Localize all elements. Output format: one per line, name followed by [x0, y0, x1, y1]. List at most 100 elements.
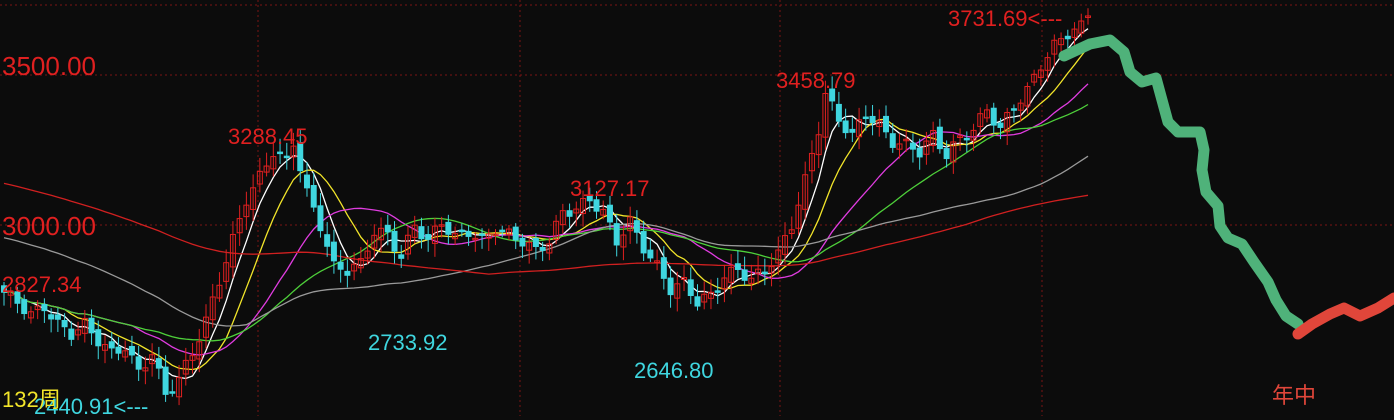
candle-body-98	[660, 257, 667, 279]
candle-body-141	[950, 141, 957, 163]
candle-body-149	[1004, 111, 1011, 133]
candle-body-38	[256, 170, 263, 185]
candle-body-110	[741, 269, 748, 281]
candle-body-17	[115, 346, 122, 354]
y-tick-label-3000: 3000.00	[2, 211, 96, 241]
candle-body-47	[317, 205, 324, 232]
candle-body-100	[674, 283, 681, 299]
candle-body-35	[236, 218, 243, 234]
candle-body-5	[34, 305, 41, 311]
candle-body-88	[593, 199, 600, 212]
candle-body-87	[586, 195, 593, 202]
candle-body-136	[916, 147, 923, 158]
candle-body-20	[135, 356, 142, 370]
candle-body-156	[1051, 39, 1058, 55]
candle-body-125	[842, 120, 849, 134]
low-label-2646: 2646.80	[634, 358, 714, 383]
candle-body-143	[963, 137, 970, 141]
candle-body-158	[1064, 35, 1071, 40]
candle-body-52	[351, 263, 358, 272]
candle-body-4	[27, 311, 34, 319]
candle-body-78	[526, 241, 533, 251]
candle-body-32	[216, 284, 223, 299]
candle-body-57	[384, 224, 391, 233]
candle-body-159	[1071, 28, 1078, 38]
candle-body-2	[14, 291, 21, 304]
candle-body-133	[896, 143, 903, 150]
candle-body-94	[633, 220, 640, 233]
candle-body-71	[479, 233, 486, 236]
candle-body-58	[391, 230, 398, 252]
candle-body-95	[640, 231, 647, 254]
candle-body-101	[681, 276, 688, 280]
candle-body-19	[128, 345, 135, 356]
candle-body-138	[930, 129, 937, 146]
candle-body-122	[822, 92, 829, 138]
candle-body-146	[984, 109, 991, 119]
candle-body-9	[61, 319, 68, 328]
projection-rebound-stroke	[1292, 292, 1394, 340]
candle-body-91	[613, 223, 620, 246]
moving-average-lines	[3, 28, 1089, 380]
candle-body-21	[142, 367, 149, 372]
candle-body-99	[667, 277, 674, 296]
candle-body-73	[492, 233, 499, 236]
candle-body-72	[485, 233, 492, 239]
candle-body-130	[876, 120, 883, 128]
high-label-3731: 3731.69<---	[948, 6, 1063, 31]
candle-body-36	[243, 204, 250, 218]
candle-body-108	[728, 266, 735, 283]
candle-body-83	[559, 210, 566, 226]
candle-body-115	[775, 249, 782, 264]
candle-body-63	[425, 234, 432, 240]
candle-body-153	[1031, 73, 1038, 83]
candle-body-86	[580, 197, 587, 215]
candle-body-6	[41, 304, 48, 312]
candle-body-12	[81, 317, 88, 334]
candle-body-62	[418, 226, 425, 240]
candle-body-74	[499, 229, 506, 233]
candle-body-49	[330, 241, 337, 262]
candle-body-97	[654, 260, 661, 263]
candle-body-123	[829, 88, 836, 102]
candle-body-92	[620, 234, 627, 248]
candle-body-160	[1078, 20, 1085, 34]
candle-body-116	[782, 235, 789, 255]
candle-body-121	[815, 134, 822, 156]
candle-body-140	[943, 148, 950, 160]
candle-body-15	[101, 344, 108, 351]
candle-body-117	[788, 229, 795, 234]
candle-body-152	[1024, 86, 1031, 107]
candle-body-64	[431, 225, 438, 244]
candle-body-127	[856, 119, 863, 138]
candle-body-61	[411, 224, 418, 238]
candle-body-111	[748, 277, 755, 284]
candle-body-16	[108, 341, 115, 349]
candle-body-89	[600, 208, 607, 216]
candle-body-161	[1085, 15, 1091, 18]
high-label-2827: 2827.34	[2, 272, 82, 297]
candle-body-142	[957, 135, 964, 139]
low-label-2440: 2440.91<---	[34, 394, 149, 419]
candle-body-79	[532, 237, 539, 248]
candle-body-148	[997, 122, 1004, 128]
candle-body-151	[1017, 102, 1024, 111]
candle-body-154	[1037, 69, 1044, 78]
candle-body-14	[95, 329, 102, 347]
candle-body-70	[472, 237, 479, 241]
candle-body-68	[458, 229, 465, 233]
annotation-label: 年中	[1272, 383, 1317, 408]
candle-body-82	[553, 220, 560, 240]
candle-body-8	[54, 314, 61, 320]
candle-body-25	[169, 391, 176, 394]
candle-body-24	[162, 366, 169, 395]
candle-body-84	[566, 210, 573, 217]
projection-path	[1058, 34, 1394, 340]
candle-body-113	[761, 271, 768, 275]
ma-line-20	[3, 83, 1089, 356]
candle-body-48	[324, 234, 331, 247]
candle-body-41	[277, 151, 284, 155]
candle-body-40	[270, 156, 277, 170]
candle-body-132	[889, 133, 896, 148]
